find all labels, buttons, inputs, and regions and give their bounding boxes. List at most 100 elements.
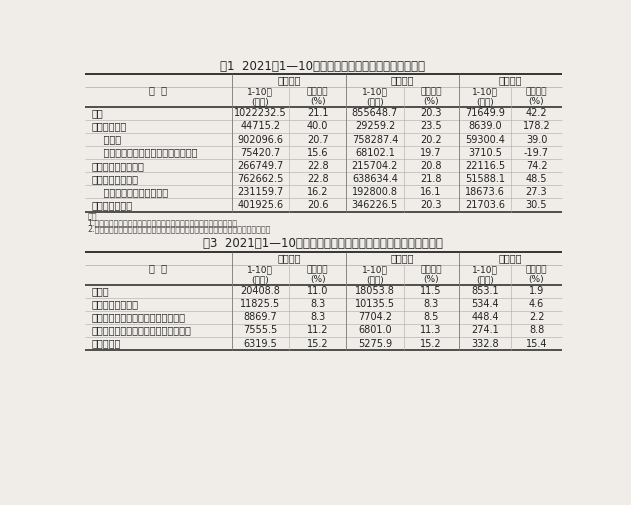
- Text: 39.0: 39.0: [526, 134, 547, 144]
- Text: 8.3: 8.3: [423, 299, 439, 309]
- Text: 11.2: 11.2: [307, 326, 328, 335]
- Text: -19.7: -19.7: [524, 147, 549, 158]
- Text: 1-10月
(亿元): 1-10月 (亿元): [362, 265, 388, 284]
- Text: 8.8: 8.8: [529, 326, 544, 335]
- Text: 346226.5: 346226.5: [352, 200, 398, 210]
- Text: 1.9: 1.9: [529, 286, 544, 296]
- Text: 6801.0: 6801.0: [358, 326, 392, 335]
- Text: 6319.5: 6319.5: [244, 338, 277, 348]
- Text: 注：: 注：: [88, 213, 97, 221]
- Text: 48.5: 48.5: [526, 174, 547, 184]
- Text: 20.6: 20.6: [307, 200, 328, 210]
- Text: 营业收入: 营业收入: [277, 254, 300, 264]
- Text: 其中：国有控股企业: 其中：国有控股企业: [91, 161, 144, 171]
- Text: 外商及港澳台商投资企业: 外商及港澳台商投资企业: [91, 187, 168, 197]
- Text: 1-10月
(亿元): 1-10月 (亿元): [247, 87, 273, 107]
- Text: 1.经济类型分组之间存在交叉，故各经济类型企业数据之和大于总计。: 1.经济类型分组之间存在交叉，故各经济类型企业数据之和大于总计。: [88, 219, 237, 228]
- Text: 21.8: 21.8: [420, 174, 442, 184]
- Text: 8.5: 8.5: [423, 313, 439, 322]
- Text: 4.6: 4.6: [529, 299, 544, 309]
- Text: 11.5: 11.5: [420, 286, 442, 296]
- Text: 20.3: 20.3: [420, 200, 442, 210]
- Text: 同比增长
(%): 同比增长 (%): [526, 87, 547, 107]
- Text: 22.8: 22.8: [307, 174, 328, 184]
- Text: 制造业: 制造业: [91, 134, 121, 144]
- Text: 其中：私营企业: 其中：私营企业: [91, 200, 133, 210]
- Text: 11.3: 11.3: [420, 326, 442, 335]
- Text: 20.8: 20.8: [420, 161, 442, 171]
- Text: 15.6: 15.6: [307, 147, 328, 158]
- Text: 27.3: 27.3: [526, 187, 547, 197]
- Text: 758287.4: 758287.4: [351, 134, 398, 144]
- Text: 其中：股份制企业: 其中：股份制企业: [91, 174, 138, 184]
- Text: 18053.8: 18053.8: [355, 286, 395, 296]
- Text: 同比增长
(%): 同比增长 (%): [420, 265, 442, 284]
- Text: 71649.9: 71649.9: [465, 109, 505, 118]
- Text: 20.7: 20.7: [307, 134, 328, 144]
- Text: 215704.2: 215704.2: [351, 161, 398, 171]
- Text: 18673.6: 18673.6: [465, 187, 505, 197]
- Text: 1-10月
(亿元): 1-10月 (亿元): [247, 265, 273, 284]
- Text: 1-10月
(亿元): 1-10月 (亿元): [362, 87, 388, 107]
- Text: 电力、热力、燃气及水生产和供应业: 电力、热力、燃气及水生产和供应业: [91, 147, 198, 158]
- Text: 15.4: 15.4: [526, 338, 547, 348]
- Text: 家具制造业: 家具制造业: [91, 338, 121, 348]
- Text: 22.8: 22.8: [307, 161, 328, 171]
- Text: 20408.8: 20408.8: [240, 286, 280, 296]
- Text: 16.2: 16.2: [307, 187, 328, 197]
- Text: 行  业: 行 业: [150, 264, 167, 274]
- Text: 8.3: 8.3: [310, 299, 325, 309]
- Text: 20.2: 20.2: [420, 134, 442, 144]
- Text: 11825.5: 11825.5: [240, 299, 280, 309]
- Text: 534.4: 534.4: [471, 299, 498, 309]
- Text: 营业收入: 营业收入: [277, 76, 300, 86]
- Text: 表1  2021年1—10月份规模以上工业企业主要财务指标: 表1 2021年1—10月份规模以上工业企业主要财务指标: [220, 60, 425, 73]
- Text: 855648.7: 855648.7: [352, 109, 398, 118]
- Text: 902096.6: 902096.6: [237, 134, 283, 144]
- Text: 75420.7: 75420.7: [240, 147, 280, 158]
- Text: 231159.7: 231159.7: [237, 187, 283, 197]
- Text: 401925.6: 401925.6: [237, 200, 283, 210]
- Text: 7555.5: 7555.5: [243, 326, 278, 335]
- Text: 10135.5: 10135.5: [355, 299, 395, 309]
- Text: 19.7: 19.7: [420, 147, 442, 158]
- Text: 分  组: 分 组: [150, 86, 167, 95]
- Text: 纺织业: 纺织业: [91, 286, 109, 296]
- Text: 30.5: 30.5: [526, 200, 547, 210]
- Text: 44715.2: 44715.2: [240, 121, 280, 131]
- Text: 178.2: 178.2: [522, 121, 550, 131]
- Text: 266749.7: 266749.7: [237, 161, 283, 171]
- Text: 638634.4: 638634.4: [352, 174, 398, 184]
- Text: 8869.7: 8869.7: [244, 313, 277, 322]
- Text: 21703.6: 21703.6: [465, 200, 505, 210]
- Text: 192800.8: 192800.8: [352, 187, 398, 197]
- Text: 2.2: 2.2: [529, 313, 545, 322]
- Text: 5275.9: 5275.9: [358, 338, 392, 348]
- Text: 8.3: 8.3: [310, 313, 325, 322]
- Text: 853.1: 853.1: [471, 286, 498, 296]
- Text: 59300.4: 59300.4: [465, 134, 505, 144]
- Text: 总计: 总计: [91, 109, 103, 118]
- Text: 其中：采矿业: 其中：采矿业: [91, 121, 127, 131]
- Text: 29259.2: 29259.2: [355, 121, 395, 131]
- Text: 皮革、毛皮、羽毛及其制品和制鞋业: 皮革、毛皮、羽毛及其制品和制鞋业: [91, 313, 186, 322]
- Text: 8639.0: 8639.0: [468, 121, 502, 131]
- Text: 11.0: 11.0: [307, 286, 328, 296]
- Text: 74.2: 74.2: [526, 161, 547, 171]
- Text: 15.2: 15.2: [307, 338, 328, 348]
- Text: 纺织服装、服饰业: 纺织服装、服饰业: [91, 299, 138, 309]
- Text: 332.8: 332.8: [471, 338, 498, 348]
- Text: 同比增长
(%): 同比增长 (%): [307, 87, 328, 107]
- Text: 同比增长
(%): 同比增长 (%): [307, 265, 328, 284]
- Text: 23.5: 23.5: [420, 121, 442, 131]
- Text: 1-10月
(亿元): 1-10月 (亿元): [472, 87, 498, 107]
- Text: 21.1: 21.1: [307, 109, 328, 118]
- Text: 274.1: 274.1: [471, 326, 499, 335]
- Text: 68102.1: 68102.1: [355, 147, 395, 158]
- Text: 1022232.5: 1022232.5: [234, 109, 286, 118]
- Text: 7704.2: 7704.2: [358, 313, 392, 322]
- Text: 木材加工和木、竹、藤、棕、草制品业: 木材加工和木、竹、藤、棕、草制品业: [91, 326, 191, 335]
- Text: 40.0: 40.0: [307, 121, 328, 131]
- Text: 42.2: 42.2: [526, 109, 547, 118]
- Text: 利润总额: 利润总额: [498, 254, 522, 264]
